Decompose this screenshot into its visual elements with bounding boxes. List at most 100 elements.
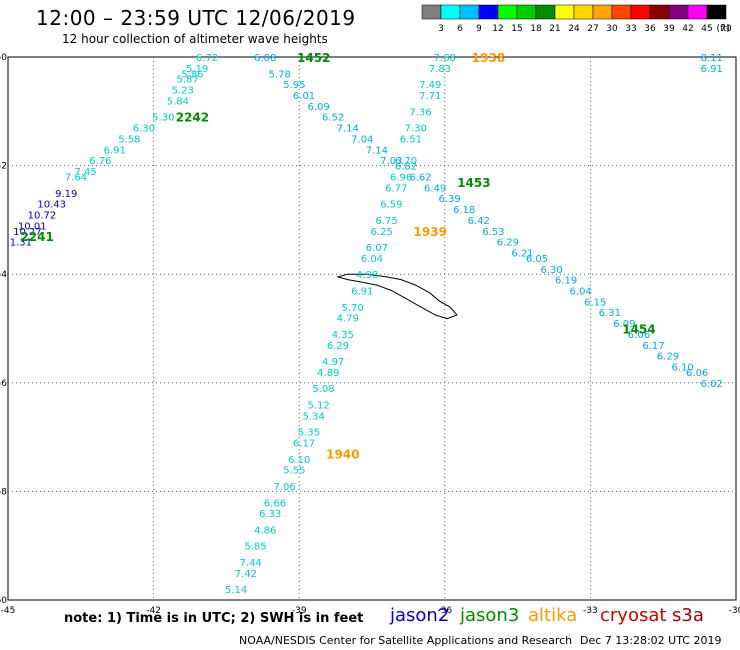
wave-height-label: 10.27 [13, 227, 42, 238]
wave-height-label: 6.06 [628, 330, 650, 341]
wave-height-label: 6.66 [264, 498, 286, 509]
wave-height-label: 5.23 [172, 86, 194, 97]
wave-height-label: 6.42 [468, 216, 490, 227]
page-subtitle: 12 hour collection of altimeter wave hei… [62, 32, 328, 46]
wave-height-label: 4.97 [322, 357, 344, 368]
wave-height-label: 4.86 [254, 525, 276, 536]
wave-height-label: 6.29 [657, 352, 679, 363]
wave-height-label: 7.68 [434, 53, 456, 64]
wave-height-label: 6.70 [395, 156, 417, 167]
map-frame [7, 56, 737, 601]
wave-height-label: 5.78 [269, 69, 291, 80]
legend-tick-label: 33 [625, 24, 636, 34]
wave-height-label: 7.44 [240, 558, 262, 569]
legend-tick-label: 18 [530, 24, 542, 34]
satellite-name: jason3 [460, 605, 520, 626]
longitude-label: -39 [292, 606, 307, 616]
legend-swatch [706, 4, 727, 20]
wave-height-label: 6.07 [366, 243, 388, 254]
legend-tick-label: 36 [644, 24, 656, 34]
page-title: 12:00 – 23:59 UTC 12/06/2019 [36, 6, 356, 30]
wave-height-label: 7.64 [65, 172, 87, 183]
wave-height-label: 7.49 [419, 80, 441, 91]
latitude-label: -54 [0, 270, 7, 280]
legend-tick-label: 45 [701, 24, 712, 34]
wave-height-label: 6.62 [409, 172, 431, 183]
wave-height-label: 6.96 [390, 172, 412, 183]
generation-timestamp: Dec 7 13:28:02 UTC 2019 [580, 634, 722, 647]
wave-height-label: 6.30 [133, 124, 155, 135]
wave-height-label: 6.39 [439, 194, 461, 205]
wave-height-label: 5.30 [152, 113, 174, 124]
satellite-name: cryosat [600, 605, 667, 626]
wave-height-label: 6.09 [307, 102, 329, 113]
legend-tick-label: 9 [476, 24, 482, 34]
legend-tick-label: 12 [492, 24, 503, 34]
legend-tick-label: 24 [568, 24, 580, 34]
track-layer: 6.725.195.865.875.235.845.306.305.586.91… [8, 53, 723, 596]
wave-height-label: 6.75 [375, 216, 397, 227]
pass-time-label: 2241 [20, 230, 53, 244]
longitude-label: -36 [437, 606, 452, 616]
wave-height-label: 6.33 [259, 509, 281, 520]
wave-height-label: 6.06 [686, 368, 708, 379]
wave-height-label: 5.84 [167, 96, 189, 107]
wave-height-label: 7.06 [274, 482, 296, 493]
color-scale-legend: 3 6 9 12 15 18 21 24 27 30 33 36 39 42 45 70(ft) [421, 4, 732, 34]
wave-height-label: 6.49 [424, 183, 446, 194]
wave-height-label: 6.19 [555, 276, 577, 287]
legend-tick-label: 6 [457, 24, 463, 34]
wave-height-label: 7.03 [380, 156, 402, 167]
satellite-name: s3a [672, 605, 704, 626]
latitude-label: -58 [0, 487, 7, 497]
legend-tick-label: 42 [682, 24, 693, 34]
wave-height-label: 6.59 [380, 200, 402, 211]
legend-tick-label: 27 [587, 24, 598, 34]
wave-height-label: 5.14 [225, 585, 247, 596]
wave-height-label: 4.98 [356, 270, 378, 281]
wave-height-label: 6.08 [254, 53, 276, 64]
wave-height-label: 4.35 [332, 330, 354, 341]
wave-height-label: 6.52 [322, 113, 344, 124]
wave-height-label: 6.31 [599, 308, 621, 319]
wave-height-label: 5.87 [176, 75, 198, 86]
wave-height-label: 5.34 [303, 411, 325, 422]
pass-time-label: 1454 [622, 323, 655, 337]
island-outline [336, 273, 458, 320]
latitude-label: -56 [0, 379, 7, 389]
wave-height-label: 10.43 [37, 200, 66, 211]
wave-height-label: 7.42 [235, 569, 257, 580]
wave-height-label: 10.72 [28, 210, 57, 221]
wave-height-label: 5.86 [181, 69, 203, 80]
pass-time-label: 1453 [457, 176, 490, 190]
wave-height-label: 7.14 [337, 124, 359, 135]
wave-height-label: 6.09 [613, 319, 635, 330]
footer-note: note: 1) Time is in UTC; 2) SWH is in fe… [64, 611, 364, 626]
wave-height-label: 7.36 [409, 107, 431, 118]
latitude-label: -52 [0, 162, 7, 172]
longitude-label: -45 [1, 606, 16, 616]
wave-height-label: 6.04 [361, 254, 383, 265]
wave-height-label: 9.19 [55, 189, 77, 200]
legend-tick-label: 30 [606, 24, 618, 34]
wave-height-label: 7.04 [351, 134, 373, 145]
wave-height-label: 6.77 [385, 183, 407, 194]
wave-height-label: 7.14 [366, 145, 388, 156]
wave-height-label: 6.29 [327, 341, 349, 352]
wave-height-label: 6.29 [497, 238, 519, 249]
pass-time-label: 1939 [414, 225, 447, 239]
wave-height-label: 5.85 [244, 542, 266, 553]
wave-height-label: 6.82 [395, 162, 417, 173]
wave-height-label: 5.12 [307, 401, 329, 412]
wave-height-label: 7.30 [405, 124, 427, 135]
longitude-label: -42 [146, 606, 161, 616]
wave-height-label: 8.11 [701, 53, 723, 64]
wave-height-label: 6.10 [671, 363, 693, 374]
wave-height-label: 6.21 [511, 248, 533, 259]
wave-height-label: 4.89 [317, 368, 339, 379]
wave-height-label: 7.45 [75, 167, 97, 178]
longitude-label: -33 [583, 606, 598, 616]
wave-height-label: 5.35 [298, 428, 320, 439]
wave-height-label: 5.95 [283, 80, 305, 91]
